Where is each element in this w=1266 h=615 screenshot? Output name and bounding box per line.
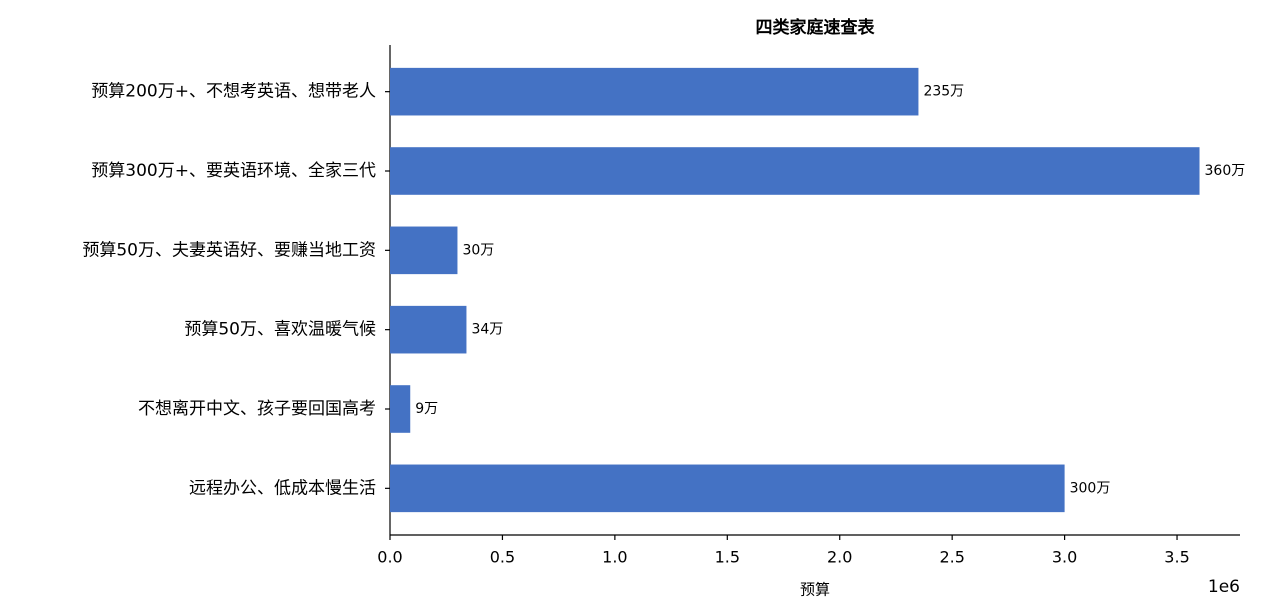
bar	[390, 67, 919, 116]
x-tick-label: 3.5	[1164, 548, 1189, 567]
value-label: 360万	[1205, 163, 1246, 179]
x-tick-label: 0.0	[377, 548, 402, 567]
x-tick-label: 0.5	[490, 548, 515, 567]
y-tick-label: 不想离开中文、孩子要回国高考	[138, 399, 376, 419]
x-tick-label: 1.0	[602, 548, 627, 567]
y-tick-label: 预算50万、夫妻英语好、要赚当地工资	[82, 240, 376, 260]
x-tick-label: 1.5	[715, 548, 740, 567]
bar	[390, 385, 411, 433]
bar	[390, 464, 1065, 513]
x-tick-label: 2.0	[827, 548, 852, 567]
value-label: 30万	[462, 242, 494, 258]
bar	[390, 226, 458, 275]
value-label: 300万	[1070, 480, 1111, 496]
y-tick-label: 预算300万+、要英语环境、全家三代	[91, 161, 376, 181]
bar	[390, 305, 467, 354]
value-label: 235万	[923, 84, 964, 100]
y-tick-label: 预算50万、喜欢温暖气候	[184, 320, 376, 340]
y-tick-label: 预算200万+、不想考英语、想带老人	[91, 82, 376, 102]
x-offset-label: 1e6	[1208, 577, 1240, 597]
value-label: 34万	[471, 322, 503, 338]
x-tick-label: 3.0	[1052, 548, 1077, 567]
x-tick-label: 2.5	[939, 548, 964, 567]
value-label: 9万	[415, 401, 438, 417]
bar	[390, 147, 1200, 195]
y-tick-label: 远程办公、低成本慢生活	[189, 477, 376, 498]
x-axis-label: 预算	[800, 581, 830, 599]
chart-title: 四类家庭速查表	[756, 17, 876, 38]
